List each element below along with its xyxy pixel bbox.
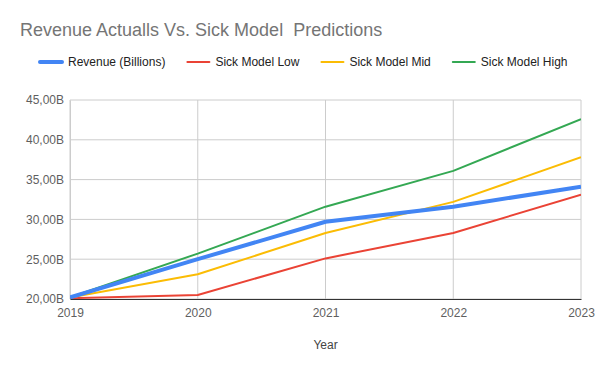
y-tick-label: 45,00B — [26, 93, 64, 107]
legend-symbol — [321, 61, 343, 63]
x-tick: 2023 — [568, 299, 595, 320]
y-tick: 30,00B — [26, 213, 70, 227]
legend-item: Revenue (Billions) — [40, 55, 165, 69]
grid-line — [325, 100, 326, 299]
series-line — [70, 119, 581, 297]
grid-line — [70, 100, 71, 299]
y-tick: 45,00B — [26, 93, 70, 107]
series-line — [70, 187, 581, 298]
x-axis: 2019 2020 2021 2022 2023 — [57, 299, 595, 320]
y-tick: 20,00B — [26, 292, 70, 306]
x-axis-line — [71, 299, 582, 300]
grid-line — [453, 100, 454, 299]
legend: Revenue (Billions) Sick Model Low Sick Mod… — [40, 55, 568, 69]
chart: Revenue Actualls Vs. Sick Model Predicti… — [0, 0, 600, 371]
legend-item: Sick Model Mid — [321, 55, 430, 69]
y-tick-label: 35,00B — [26, 173, 64, 187]
x-tick: 2019 — [57, 299, 84, 320]
x-tick: 2022 — [440, 299, 467, 320]
legend-label: Sick Model Low — [215, 55, 299, 69]
x-tick-label: 2023 — [568, 306, 595, 320]
y-axis-line — [70, 101, 71, 300]
legend-item: Sick Model High — [453, 55, 568, 69]
x-tick-label: 2019 — [57, 306, 84, 320]
y-tick-label: 40,00B — [26, 133, 64, 147]
y-tick-label: 30,00B — [26, 213, 64, 227]
x-tick-label: 2022 — [440, 306, 467, 320]
series-line — [70, 157, 581, 297]
x-axis-title: Year — [313, 338, 337, 352]
x-tick-label: 2020 — [185, 306, 212, 320]
x-tick-label: 2021 — [313, 306, 340, 320]
y-tick: 35,00B — [26, 173, 70, 187]
grid-line — [581, 100, 582, 299]
y-tick: 25,00B — [26, 253, 70, 267]
y-tick-label: 25,00B — [26, 253, 64, 267]
legend-label: Sick Model High — [481, 55, 568, 69]
plot-area — [70, 119, 581, 298]
title: Revenue Actualls Vs. Sick Model Predicti… — [20, 20, 382, 40]
legend-label: Revenue (Billions) — [68, 55, 165, 69]
legend-symbol — [187, 61, 209, 63]
legend-symbol — [453, 61, 475, 63]
y-tick: 40,00B — [26, 133, 70, 147]
y-tick-label: 20,00B — [26, 292, 64, 306]
legend-symbol — [40, 60, 62, 64]
legend-label: Sick Model Mid — [349, 55, 430, 69]
legend-item: Sick Model Low — [187, 55, 299, 69]
grid-line — [197, 100, 198, 299]
grid — [70, 100, 581, 299]
x-tick: 2020 — [185, 299, 212, 320]
x-tick: 2021 — [313, 299, 340, 320]
y-axis: 20,00B 25,00B 30,00B 35,00B 40,00B 45,00B — [26, 93, 71, 306]
